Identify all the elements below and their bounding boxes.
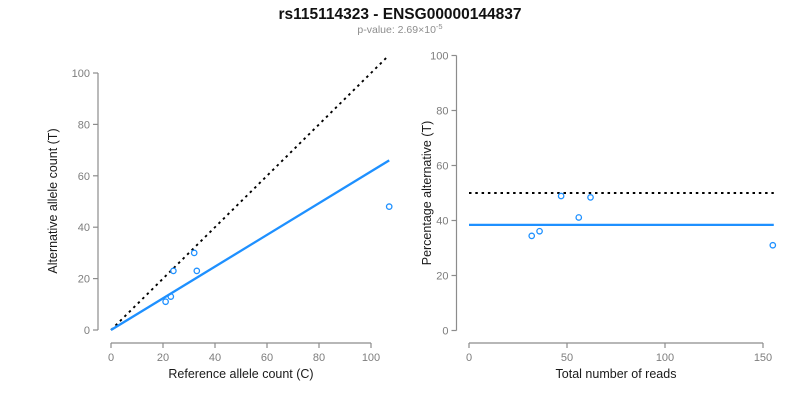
percentage-vs-reads-y-tick-label: 60 — [436, 161, 448, 173]
percentage-vs-reads-y-tick-label: 100 — [430, 51, 448, 63]
allele-counts-identity-line — [110, 55, 389, 331]
percentage-vs-reads-y-tick-label: 80 — [436, 106, 448, 118]
allele-counts-data-point — [385, 203, 393, 210]
percentage-vs-reads-x-tick-label: 0 — [466, 352, 472, 364]
allele-counts-x-tick-label: 0 — [108, 352, 114, 364]
percentage-vs-reads-data-point — [536, 227, 543, 235]
percentage-vs-reads-x-tick-label: 150 — [754, 352, 772, 364]
chart-title: rs115114323 - ENSG00000144837 — [278, 6, 522, 23]
percentage-vs-reads-x-tick-label: 50 — [561, 352, 573, 364]
allele-counts-x-tick-label: 40 — [209, 352, 221, 364]
p-value-exponent: -5 — [435, 22, 443, 31]
allele-counts-y-tick-label: 40 — [78, 222, 90, 234]
percentage-vs-reads-y-tick-label: 0 — [442, 326, 448, 338]
allele-counts-x-tick-label: 20 — [157, 352, 169, 364]
percentage-vs-reads-data-point — [557, 192, 565, 200]
allele-counts-y-tick-label: 80 — [78, 119, 90, 131]
percentage-vs-reads-x-tick-label: 100 — [656, 352, 674, 364]
percentage-vs-reads-y-axis-title: Percentage alternative (T) — [420, 121, 434, 266]
p-value-base: p-value: 2.69×10 — [357, 24, 436, 36]
percentage-vs-reads-x-axis-title: Total number of reads — [556, 367, 677, 381]
allele-counts-data-point — [170, 267, 177, 275]
allele-counts-y-tick-label: 20 — [78, 274, 90, 286]
allele-counts-regression-line — [110, 159, 390, 331]
allele-counts-data-point — [167, 293, 175, 300]
allele-counts-x-tick-label: 80 — [313, 352, 325, 364]
allele-counts-data-point — [162, 298, 169, 306]
allele-counts-data-point — [190, 249, 198, 257]
allele-counts-x-tick-label: 60 — [261, 352, 273, 364]
allele-counts-x-tick-label: 100 — [362, 352, 380, 364]
percentage-vs-reads-data-point — [769, 241, 777, 249]
percentage-vs-reads-data-point — [528, 232, 536, 240]
allele-counts-y-tick-label: 0 — [84, 325, 90, 337]
allele-counts-data-point — [193, 267, 201, 275]
percentage-vs-reads-data-point — [575, 214, 583, 221]
percentage-vs-reads-y-tick-label: 20 — [436, 271, 448, 283]
percentage-vs-reads-data-point — [587, 194, 594, 201]
allele-counts-y-tick-label: 60 — [78, 171, 90, 183]
allele-counts-y-tick-label: 100 — [72, 68, 90, 80]
allele-counts-x-axis-title: Reference allele count (C) — [168, 367, 313, 381]
chart-subtitle: p-value: 2.69×10-5 — [0, 22, 800, 36]
percentage-vs-reads-y-tick-label: 40 — [436, 216, 448, 228]
allele-counts-y-axis-title: Alternative allele count (T) — [46, 128, 60, 273]
